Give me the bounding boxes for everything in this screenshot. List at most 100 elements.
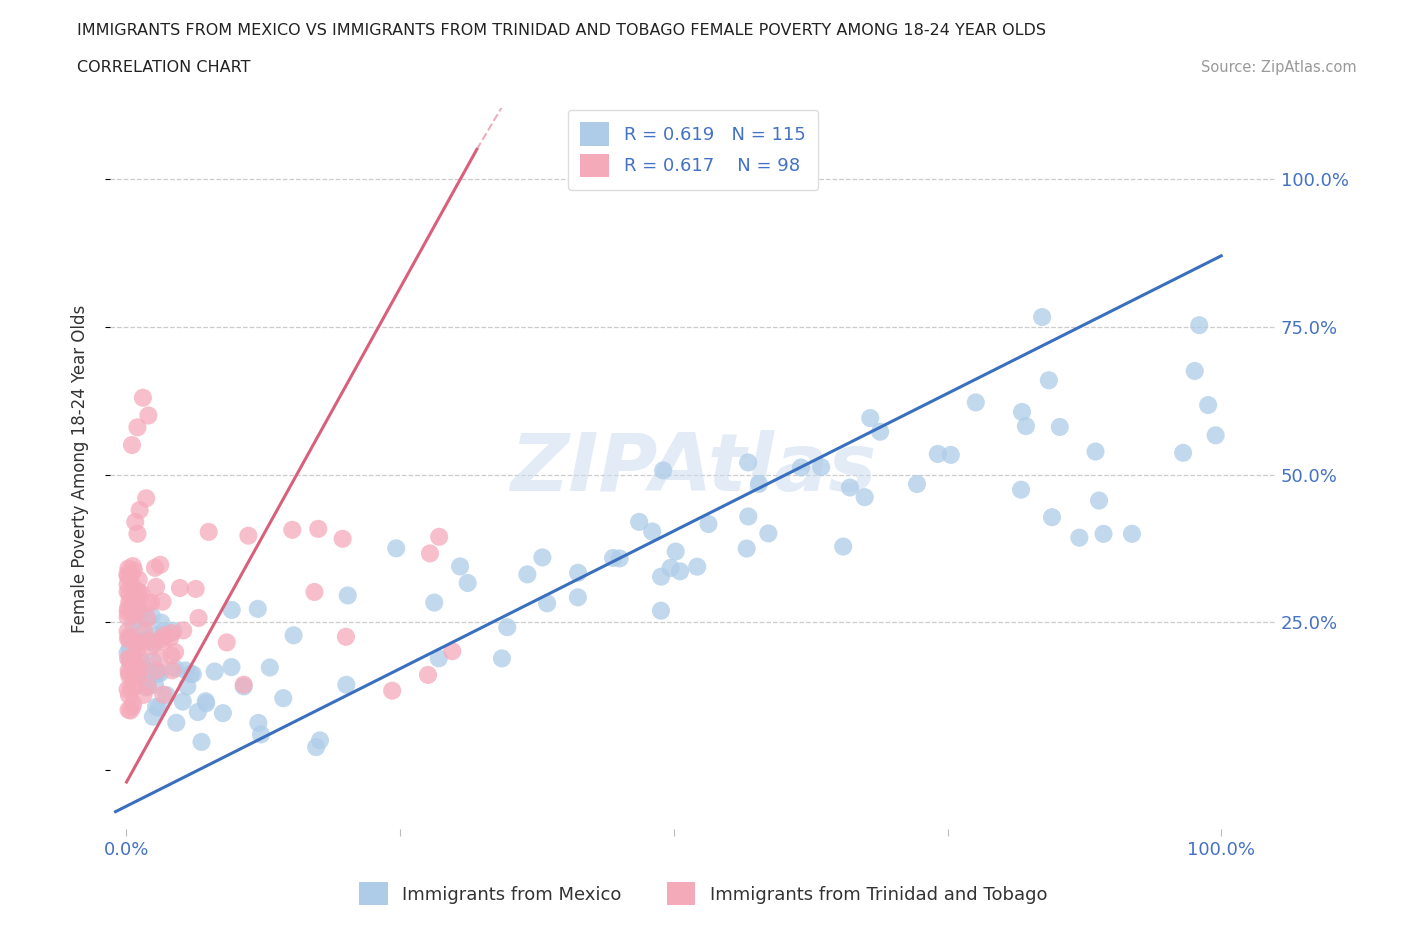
Point — [190, 735, 212, 750]
Point — [221, 603, 243, 618]
Point — [139, 634, 162, 649]
Point — [184, 581, 207, 596]
Point — [149, 557, 172, 572]
Point — [117, 624, 139, 639]
Point — [869, 424, 891, 439]
Point — [122, 579, 145, 594]
Point — [790, 460, 813, 475]
Point — [250, 727, 273, 742]
Point — [134, 624, 156, 639]
Point — [122, 606, 145, 621]
Point — [127, 419, 149, 434]
Point — [172, 694, 194, 709]
Point — [232, 677, 254, 692]
Point — [659, 561, 682, 576]
Point — [1015, 418, 1038, 433]
Point — [628, 514, 651, 529]
Point — [567, 590, 589, 604]
Point — [309, 733, 332, 748]
Point — [385, 541, 408, 556]
Point — [117, 609, 139, 624]
Y-axis label: Female Poverty Among 18-24 Year Olds: Female Poverty Among 18-24 Year Olds — [72, 304, 89, 632]
Point — [135, 661, 157, 676]
Point — [117, 682, 139, 697]
Point — [117, 632, 139, 647]
Point — [128, 669, 150, 684]
Point — [136, 611, 159, 626]
Point — [135, 491, 157, 506]
Point — [832, 539, 855, 554]
Point — [1205, 428, 1227, 443]
Point — [457, 576, 479, 591]
Point — [135, 675, 157, 690]
Point — [212, 706, 235, 721]
Point — [180, 667, 202, 682]
Point — [156, 687, 179, 702]
Legend: R = 0.619   N = 115, R = 0.617    N = 98: R = 0.619 N = 115, R = 0.617 N = 98 — [568, 110, 818, 190]
Point — [118, 641, 141, 656]
Point — [247, 715, 270, 730]
Point — [1040, 510, 1063, 525]
Point — [127, 584, 149, 599]
Point — [737, 509, 759, 524]
Point — [117, 702, 139, 717]
Point — [531, 550, 554, 565]
Point — [419, 546, 441, 561]
Point — [756, 526, 779, 541]
Point — [332, 531, 354, 546]
Point — [159, 631, 181, 645]
Legend: Immigrants from Mexico, Immigrants from Trinidad and Tobago: Immigrants from Mexico, Immigrants from … — [347, 871, 1059, 916]
Point — [120, 571, 142, 586]
Point — [271, 691, 294, 706]
Point — [174, 663, 197, 678]
Point — [136, 631, 159, 646]
Point — [143, 677, 166, 692]
Point — [307, 522, 329, 537]
Point — [117, 566, 139, 581]
Point — [195, 696, 218, 711]
Point — [117, 601, 139, 616]
Point — [305, 739, 328, 754]
Point — [125, 658, 148, 673]
Point — [135, 611, 157, 626]
Point — [1011, 405, 1033, 419]
Point — [283, 628, 305, 643]
Point — [304, 585, 326, 600]
Point — [567, 565, 589, 580]
Point — [197, 525, 219, 539]
Point — [163, 660, 186, 675]
Point — [117, 568, 139, 583]
Point — [138, 408, 160, 423]
Point — [117, 663, 139, 678]
Point — [491, 651, 513, 666]
Point — [381, 684, 404, 698]
Point — [128, 584, 150, 599]
Point — [172, 623, 194, 638]
Point — [516, 567, 538, 582]
Point — [281, 523, 304, 538]
Point — [122, 653, 145, 668]
Point — [142, 710, 165, 724]
Point — [169, 580, 191, 595]
Point — [1184, 364, 1206, 379]
Point — [121, 559, 143, 574]
Point — [118, 631, 141, 645]
Point — [149, 650, 172, 665]
Point — [121, 598, 143, 613]
Point — [259, 660, 281, 675]
Point — [141, 595, 163, 610]
Point — [735, 541, 758, 556]
Point — [965, 395, 987, 410]
Point — [1092, 526, 1115, 541]
Point — [118, 687, 141, 702]
Point — [853, 490, 876, 505]
Point — [650, 569, 672, 584]
Text: IMMIGRANTS FROM MEXICO VS IMMIGRANTS FROM TRINIDAD AND TOBAGO FEMALE POVERTY AMO: IMMIGRANTS FROM MEXICO VS IMMIGRANTS FRO… — [77, 23, 1046, 38]
Point — [160, 648, 183, 663]
Point — [335, 630, 357, 644]
Point — [839, 480, 862, 495]
Point — [1188, 318, 1211, 333]
Point — [129, 621, 152, 636]
Point — [449, 559, 471, 574]
Point — [246, 602, 269, 617]
